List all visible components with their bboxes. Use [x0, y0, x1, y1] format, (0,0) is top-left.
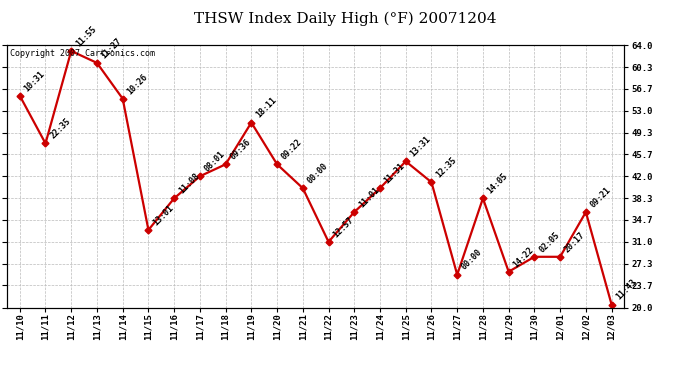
- Text: 13:31: 13:31: [408, 135, 433, 159]
- Text: 18:11: 18:11: [254, 96, 278, 120]
- Text: 14:22: 14:22: [511, 245, 535, 269]
- Text: 09:22: 09:22: [280, 138, 304, 162]
- Text: 02:05: 02:05: [538, 230, 561, 254]
- Text: 12:57: 12:57: [331, 215, 355, 239]
- Text: 10:26: 10:26: [126, 72, 150, 96]
- Text: Copyright 2007 Cartronics.com: Copyright 2007 Cartronics.com: [10, 49, 155, 58]
- Text: 08:01: 08:01: [203, 149, 227, 174]
- Text: 11:27: 11:27: [100, 36, 124, 60]
- Text: 09:36: 09:36: [228, 138, 253, 162]
- Text: 11:31: 11:31: [383, 161, 407, 185]
- Text: 11:01: 11:01: [357, 185, 381, 209]
- Text: 12:35: 12:35: [434, 155, 458, 180]
- Text: THSW Index Daily High (°F) 20071204: THSW Index Daily High (°F) 20071204: [194, 11, 496, 26]
- Text: 00:00: 00:00: [460, 248, 484, 272]
- Text: 11:08: 11:08: [177, 171, 201, 195]
- Text: 00:00: 00:00: [306, 161, 330, 185]
- Text: 11:55: 11:55: [74, 24, 98, 48]
- Text: 13:01: 13:01: [151, 203, 175, 227]
- Text: 11:43: 11:43: [614, 278, 638, 302]
- Text: 09:21: 09:21: [589, 185, 613, 209]
- Text: 20:17: 20:17: [563, 230, 587, 254]
- Text: 10:31: 10:31: [23, 69, 47, 93]
- Text: 14:05: 14:05: [486, 171, 510, 195]
- Text: 22:35: 22:35: [48, 117, 72, 141]
